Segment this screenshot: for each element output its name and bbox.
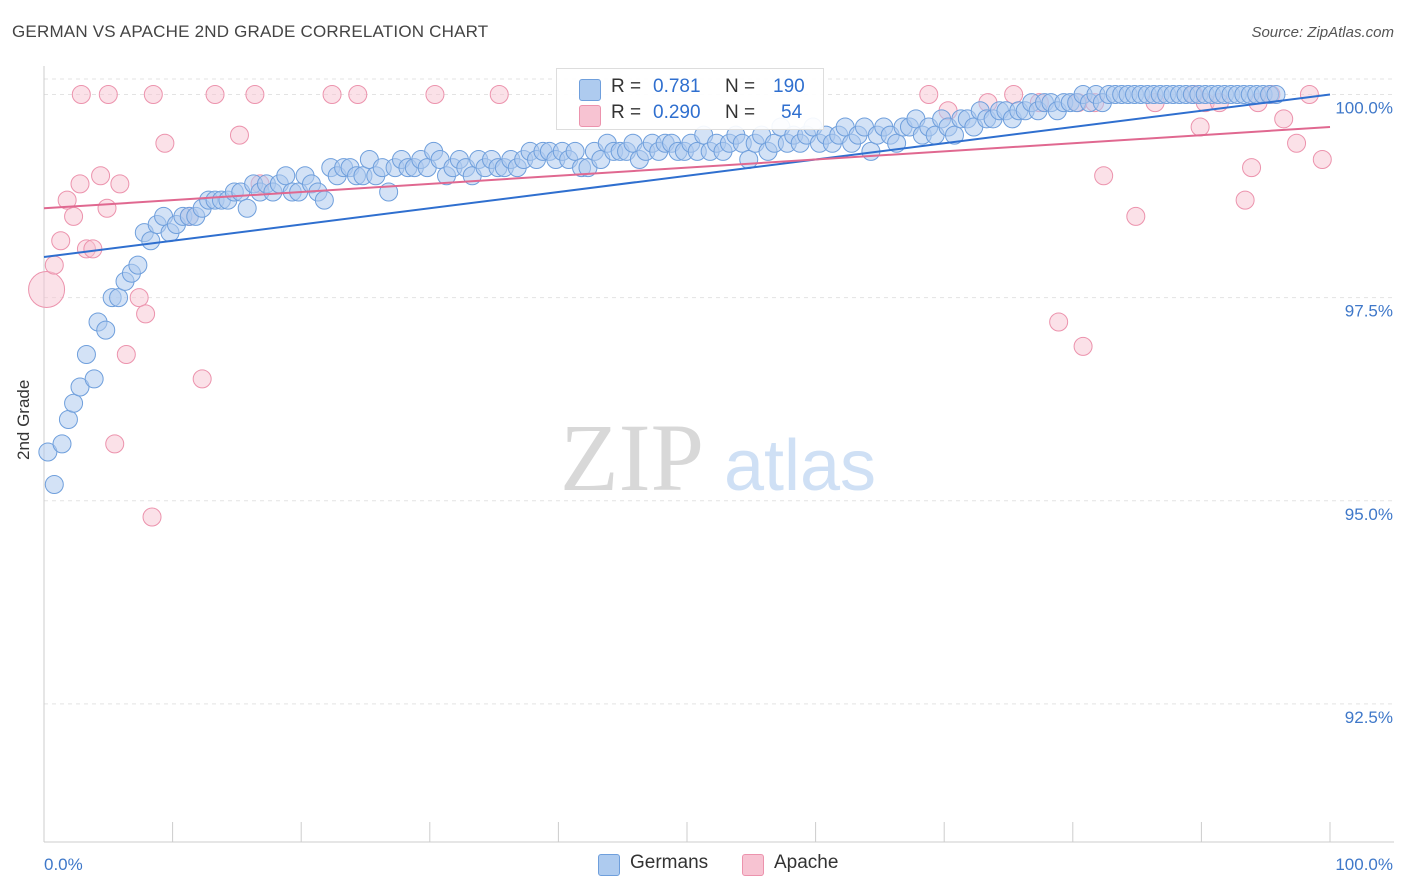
apache-point (70, 174, 90, 194)
apache-point (192, 369, 212, 389)
apache-point (71, 85, 91, 104)
apache-point (229, 125, 249, 145)
apache-point (489, 85, 509, 104)
german-point (314, 190, 334, 210)
apache-point (142, 507, 162, 527)
apache-point (57, 190, 77, 210)
watermark-zip: ZIP (560, 404, 704, 511)
apache-point (1190, 117, 1210, 137)
legend-label-apache: Apache (774, 852, 839, 873)
german-point (128, 255, 148, 275)
german-point (944, 125, 964, 145)
y-axis-label: 2nd Grade (14, 379, 33, 460)
apache-point (136, 304, 156, 324)
legend-swatch-germans (598, 854, 620, 876)
n-value: 190 (773, 76, 805, 97)
apache-point (1274, 109, 1294, 129)
r-value: 0.781 (653, 76, 701, 97)
apache-point (129, 288, 149, 308)
apache-point (425, 85, 445, 104)
apache-point (1235, 190, 1255, 210)
x-tick-label: 0.0% (44, 855, 83, 874)
grid-lines (44, 78, 1394, 705)
german-point (1266, 85, 1286, 104)
apache-point (322, 85, 342, 104)
axes (43, 66, 1394, 843)
german-point (76, 345, 96, 364)
german-point (237, 198, 257, 218)
n-label: N = (725, 76, 756, 97)
german-point (109, 288, 129, 308)
apache-point (1126, 206, 1146, 226)
apache-point (1242, 158, 1262, 178)
watermark-atlas: atlas (724, 426, 876, 506)
apache-point (143, 85, 163, 104)
source-credit: Source: ZipAtlas.com (1251, 24, 1394, 41)
apache-point (205, 85, 225, 104)
germans-trendline (43, 93, 1331, 258)
german-point (70, 377, 90, 397)
y-tick-label: 100.0% (1335, 99, 1393, 118)
apache-trendline (43, 126, 1331, 210)
apache-point (245, 85, 265, 104)
german-points (38, 85, 1286, 494)
apache-swatch (579, 105, 601, 127)
german-point (141, 231, 161, 251)
watermark: ZIP atlas (560, 404, 876, 511)
apache-point (1312, 150, 1332, 169)
german-point (96, 320, 116, 340)
apache-point (1287, 133, 1307, 153)
x-tick-label: 100.0% (1335, 855, 1393, 874)
german-point (44, 475, 64, 494)
germans-swatch (579, 79, 601, 101)
apache-point (1094, 166, 1114, 186)
stats-box: R = 0.781 N = 190 R = 0.290 N = 54 (556, 68, 824, 130)
n-value: 54 (781, 102, 803, 123)
legend-swatch-apache (742, 854, 764, 876)
apache-point (28, 271, 66, 308)
apache-point (51, 231, 71, 251)
german-point (565, 141, 585, 161)
apache-point (155, 133, 175, 153)
y-tick-label: 92.5% (1345, 708, 1393, 727)
n-label: N = (725, 102, 756, 123)
apache-point (1299, 85, 1319, 104)
apache-point (919, 85, 939, 104)
apache-point (110, 174, 130, 194)
r-value: 0.290 (653, 102, 701, 123)
y-tick-label: 95.0% (1345, 505, 1393, 524)
apache-point (91, 166, 111, 186)
apache-point (1073, 336, 1093, 356)
apache-point (1049, 312, 1069, 332)
r-label: R = (611, 102, 642, 123)
german-point (58, 410, 78, 429)
apache-point (44, 255, 64, 275)
apache-point (116, 345, 136, 364)
german-point (84, 369, 104, 389)
apache-point (105, 434, 125, 454)
apache-point (97, 198, 117, 218)
german-point (38, 442, 58, 462)
chart-title: GERMAN VS APACHE 2ND GRADE CORRELATION C… (12, 22, 489, 41)
apache-point (348, 85, 368, 104)
legend-label-germans: Germans (630, 852, 709, 873)
r-label: R = (611, 76, 642, 97)
apache-point (1004, 85, 1024, 104)
german-point (739, 150, 759, 169)
tick-labels: 100.0% 97.5% 95.0% 92.5% 0.0% 100.0% (44, 99, 1393, 875)
y-tick-label: 97.5% (1345, 302, 1393, 321)
apache-point (83, 239, 103, 259)
german-point (52, 434, 72, 454)
apache-point (98, 85, 118, 104)
trendlines (43, 93, 1331, 258)
apache-point (64, 206, 84, 226)
german-point (64, 393, 84, 413)
german-point (276, 166, 296, 186)
